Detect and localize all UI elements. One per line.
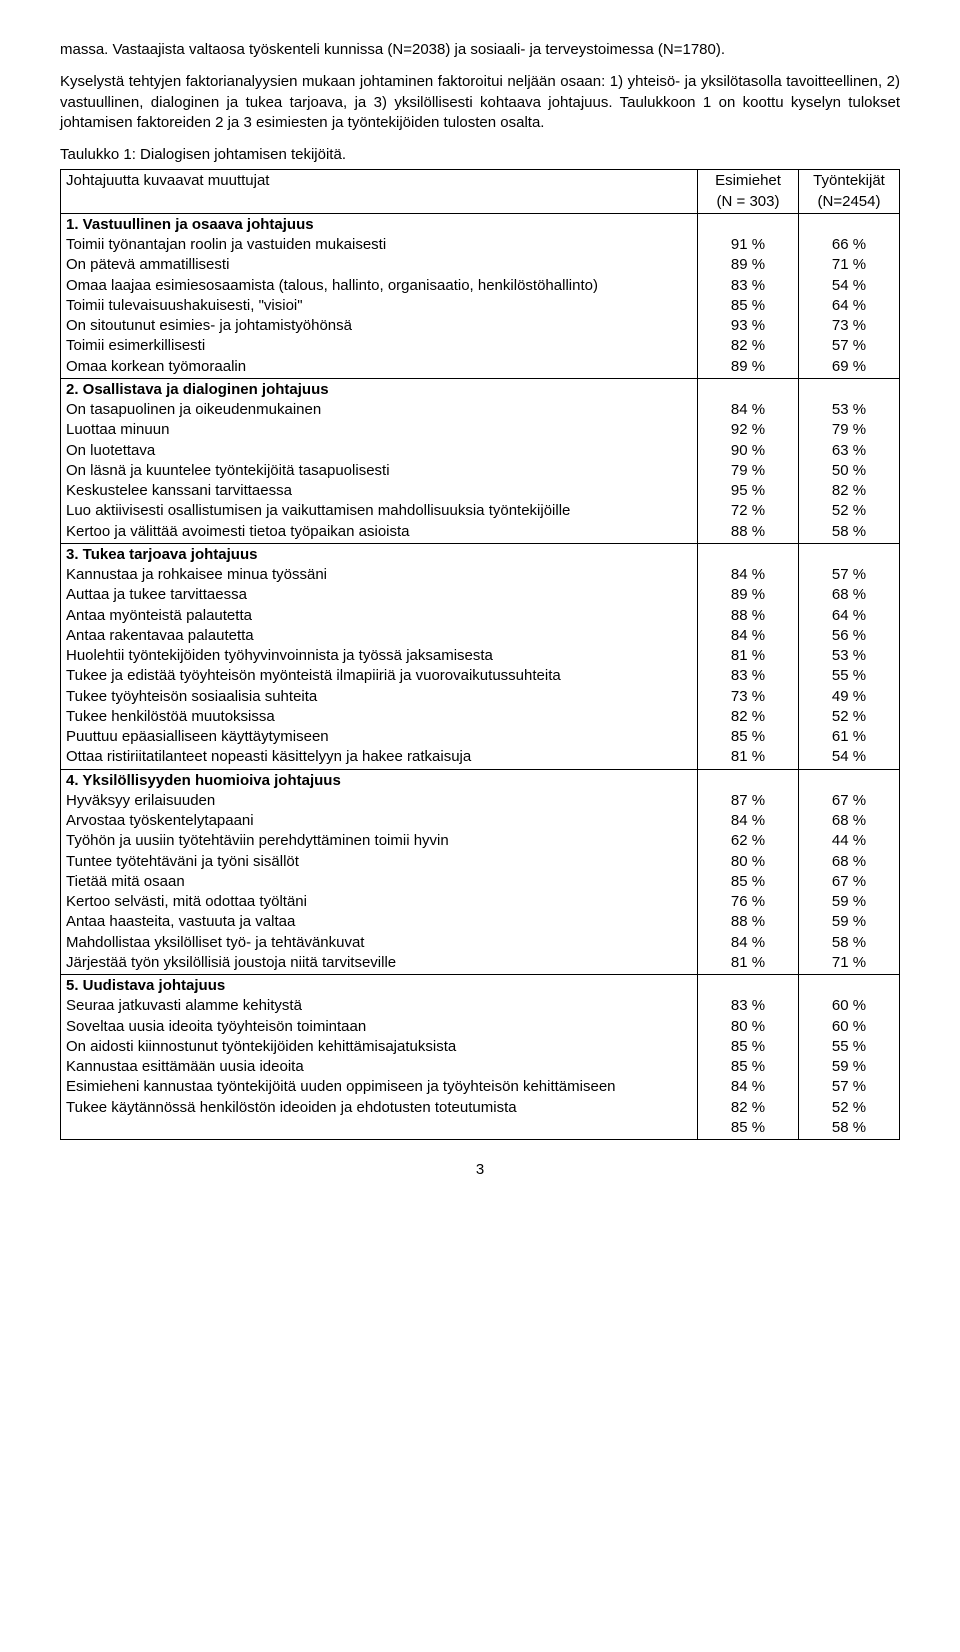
section-cell-esimiehet: 84 %92 %90 %79 %95 %72 %88 % xyxy=(698,378,799,543)
section-cell-label: 5. Uudistava johtajuusSeuraa jatkuvasti … xyxy=(61,975,698,1140)
section-cell-label: 3. Tukea tarjoava johtajuusKannustaa ja … xyxy=(61,543,698,769)
section-cell-label: 4. Yksilöllisyyden huomioiva johtajuusHy… xyxy=(61,769,698,975)
section-cell-esimiehet: 87 %84 %62 %80 %85 %76 %88 %84 %81 % xyxy=(698,769,799,975)
results-table: Johtajuutta kuvaavat muuttujatEsimiehet(… xyxy=(60,169,900,1140)
section-cell-tyontekijat: 53 %79 %63 %50 %82 %52 %58 % xyxy=(799,378,900,543)
header-esimiehet: Esimiehet(N = 303) xyxy=(698,170,799,214)
section-cell-label: 2. Osallistava ja dialoginen johtajuusOn… xyxy=(61,378,698,543)
section-cell-tyontekijat: 60 %60 %55 %59 %57 %52 %58 % xyxy=(799,975,900,1140)
header-tyontekijat: Työntekijät(N=2454) xyxy=(799,170,900,214)
intro-paragraph-1: massa. Vastaajista valtaosa työskenteli … xyxy=(60,40,900,60)
section-cell-esimiehet: 83 %80 %85 %85 %84 %82 %85 % xyxy=(698,975,799,1140)
section-cell-tyontekijat: 67 %68 %44 %68 %67 %59 %59 %58 %71 % xyxy=(799,769,900,975)
table-caption: Taulukko 1: Dialogisen johtamisen tekijö… xyxy=(60,145,900,165)
section-cell-esimiehet: 84 %89 %88 %84 %81 %83 %73 %82 %85 %81 % xyxy=(698,543,799,769)
section-cell-tyontekijat: 57 %68 %64 %56 %53 %55 %49 %52 %61 %54 % xyxy=(799,543,900,769)
page-number: 3 xyxy=(60,1160,900,1180)
section-cell-label: 1. Vastuullinen ja osaava johtajuusToimi… xyxy=(61,213,698,378)
section-cell-esimiehet: 91 %89 %83 %85 %93 %82 %89 % xyxy=(698,213,799,378)
intro-paragraph-2: Kyselystä tehtyjen faktorianalyysien muk… xyxy=(60,72,900,133)
section-cell-tyontekijat: 66 %71 %54 %64 %73 %57 %69 % xyxy=(799,213,900,378)
header-variables: Johtajuutta kuvaavat muuttujat xyxy=(61,170,698,214)
